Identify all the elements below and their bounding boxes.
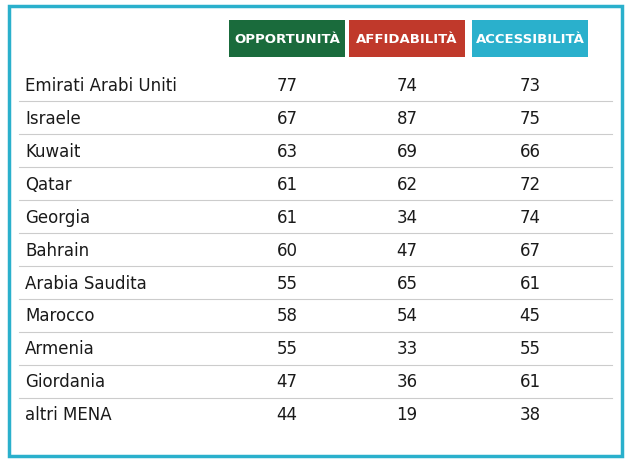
Text: 36: 36: [396, 373, 418, 390]
Text: 55: 55: [519, 340, 541, 357]
Text: 73: 73: [519, 77, 541, 94]
Text: 61: 61: [519, 373, 541, 390]
Text: Emirati Arabi Uniti: Emirati Arabi Uniti: [25, 77, 177, 94]
FancyBboxPatch shape: [229, 21, 346, 58]
Text: Georgia: Georgia: [25, 208, 90, 226]
Text: 63: 63: [276, 143, 298, 160]
Text: 65: 65: [396, 274, 418, 292]
Text: ACCESSIBILITÀ: ACCESSIBILITÀ: [476, 33, 584, 46]
Text: OPPORTUNITÀ: OPPORTUNITÀ: [234, 33, 340, 46]
Text: 62: 62: [396, 175, 418, 193]
FancyBboxPatch shape: [9, 7, 622, 456]
Text: Armenia: Armenia: [25, 340, 95, 357]
Text: altri MENA: altri MENA: [25, 406, 112, 423]
Text: Qatar: Qatar: [25, 175, 72, 193]
Text: 44: 44: [276, 406, 298, 423]
Text: 54: 54: [396, 307, 418, 325]
Text: 74: 74: [396, 77, 418, 94]
FancyBboxPatch shape: [471, 21, 588, 58]
Text: 34: 34: [396, 208, 418, 226]
Text: Marocco: Marocco: [25, 307, 95, 325]
Text: 61: 61: [276, 208, 298, 226]
Text: 61: 61: [276, 175, 298, 193]
Text: Arabia Saudita: Arabia Saudita: [25, 274, 147, 292]
Text: 19: 19: [396, 406, 418, 423]
Text: Giordania: Giordania: [25, 373, 105, 390]
Text: 58: 58: [276, 307, 298, 325]
Text: 66: 66: [519, 143, 541, 160]
Text: Kuwait: Kuwait: [25, 143, 81, 160]
FancyBboxPatch shape: [348, 21, 466, 58]
Text: 55: 55: [276, 340, 298, 357]
Text: 33: 33: [396, 340, 418, 357]
Text: 47: 47: [276, 373, 298, 390]
Text: 67: 67: [276, 110, 298, 127]
Text: 67: 67: [519, 241, 541, 259]
Text: 45: 45: [519, 307, 541, 325]
Text: 60: 60: [276, 241, 298, 259]
Text: 69: 69: [396, 143, 418, 160]
Text: Israele: Israele: [25, 110, 81, 127]
Text: 87: 87: [396, 110, 418, 127]
Text: 77: 77: [276, 77, 298, 94]
Text: 61: 61: [519, 274, 541, 292]
Text: Bahrain: Bahrain: [25, 241, 90, 259]
Text: 38: 38: [519, 406, 541, 423]
Text: 72: 72: [519, 175, 541, 193]
Text: AFFIDABILITÀ: AFFIDABILITÀ: [357, 33, 457, 46]
Text: 55: 55: [276, 274, 298, 292]
Text: 74: 74: [519, 208, 541, 226]
Text: 75: 75: [519, 110, 541, 127]
Text: 47: 47: [396, 241, 418, 259]
